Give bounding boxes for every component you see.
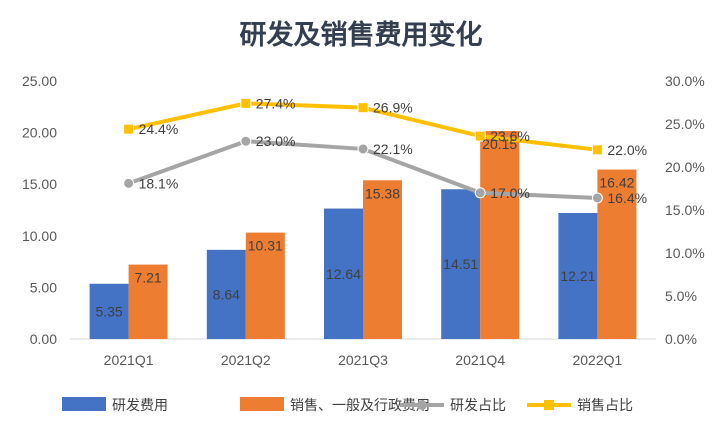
bar [245,232,285,339]
data-labels: 5.35 8.64 12.64 14.51 12.21 7.21 10.31 15.38 20.… [95,95,647,319]
bar-data-label: 16.42 [599,175,634,191]
legend-label: 研发费用 [112,398,168,414]
bar-data-label: 15.38 [365,185,400,201]
bar-data-label: 10.31 [248,238,283,254]
lines [123,97,603,204]
x-tick-label: 2021Q1 [104,352,154,368]
line-data-label: 23.0% [256,133,296,149]
legend-swatch-marker [544,400,554,410]
line-point [591,192,603,204]
y-left-tick-label: 5.00 [30,279,57,295]
y-left-tick-label: 15.00 [22,176,57,192]
line-data-label: 17.0% [490,185,530,201]
line-point [240,135,252,147]
x-tick-label: 2021Q2 [221,352,271,368]
y-right-tick-label: 0.0% [665,331,697,347]
line-point [123,123,135,135]
x-tick-label: 2021Q4 [455,352,505,368]
bar-data-label: 20.15 [482,136,517,152]
legend-label: 销售占比 [577,398,633,414]
y-right-tick-label: 20.0% [665,159,705,175]
bar [597,169,637,339]
line-point [474,187,486,199]
legend: 研发费用 销售、一般及行政费用 研发占比 销售占比 [62,397,633,414]
line-data-label: 26.9% [373,100,413,116]
chart-title: 研发及销售费用变化 [240,19,483,51]
line-data-label: 16.4% [607,190,647,206]
bar [480,131,520,339]
bar [128,264,168,339]
bar [558,212,598,339]
line-data-label: 22.0% [607,142,647,158]
y-left-tick-label: 0.00 [30,331,57,347]
line-point [474,130,486,142]
line-point [123,177,135,189]
y-right-tick-label: 30.0% [665,73,705,89]
x-tick-label: 2022Q1 [572,352,622,368]
legend-label: 研发占比 [450,398,506,414]
bar [363,180,402,339]
line-point [357,102,369,114]
bar-data-label: 7.21 [134,270,161,286]
bar-data-label: 8.64 [213,286,240,302]
bar [324,208,363,339]
left-axis-ticks: 0.00 5.00 10.00 15.00 20.00 25.00 [22,73,57,347]
line-point [240,97,252,109]
legend-label: 销售、一般及行政费用 [290,398,430,414]
y-left-tick-label: 20.00 [22,125,57,141]
legend-swatch [240,397,284,411]
bar [441,189,481,339]
bars [89,131,637,339]
x-tick-label: 2021Q3 [338,352,388,368]
bar-data-label: 12.21 [560,268,595,284]
y-left-tick-label: 10.00 [22,228,57,244]
y-right-tick-label: 25.0% [665,116,705,132]
line-point [357,143,369,155]
legend-swatch [62,397,106,411]
line-data-label: 18.1% [139,175,179,191]
line-data-label: 27.4% [256,95,296,111]
bar-data-label: 14.51 [443,256,478,272]
bar [89,283,129,339]
y-right-tick-label: 5.0% [665,288,697,304]
bar-data-label: 12.64 [326,266,361,282]
right-axis-ticks: 0.0% 5.0% 10.0% 15.0% 20.0% 25.0% 30.0% [665,73,705,347]
y-left-tick-label: 25.00 [22,73,57,89]
y-right-tick-label: 10.0% [665,245,705,261]
line-data-label: 24.4% [139,121,179,137]
line-data-label: 23.6% [490,128,530,144]
line-point [591,144,603,156]
bar-data-label: 5.35 [95,303,122,319]
y-right-tick-label: 15.0% [665,202,705,218]
legend-swatch-marker [417,400,427,410]
x-axis-ticks: 2021Q1 2021Q2 2021Q3 2021Q4 2022Q1 [104,352,623,368]
line-data-label: 22.1% [373,141,413,157]
bar [206,249,246,339]
